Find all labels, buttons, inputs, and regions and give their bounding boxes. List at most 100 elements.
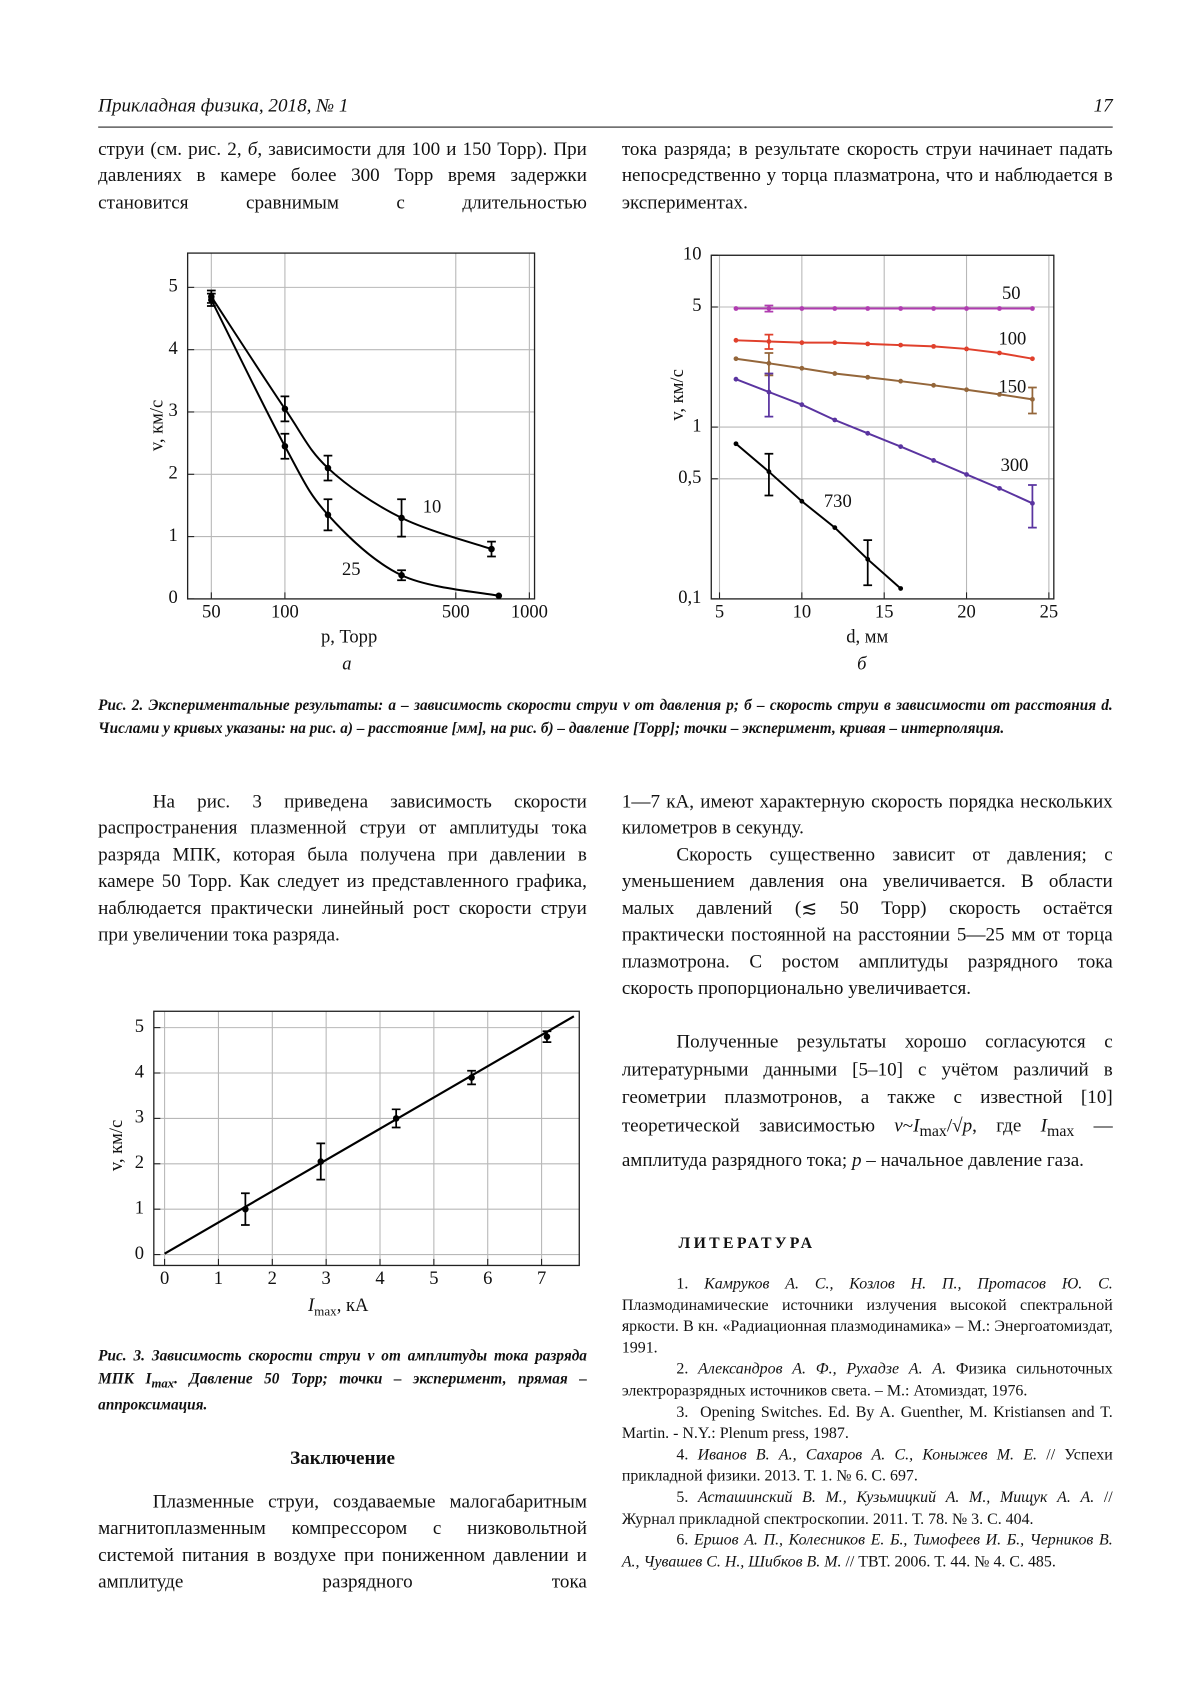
chart: 5101520250,10,51510v, км/сd, ммб50100150… — [667, 244, 1058, 675]
x-axis-label: Imax, кА — [307, 1295, 369, 1318]
y-tick-label: 3 — [169, 400, 178, 421]
error-bar — [1028, 485, 1037, 528]
data-point — [964, 472, 969, 477]
curve-label: 150 — [998, 377, 1026, 398]
x-axis-label: d, мм — [846, 626, 888, 647]
x-tick-label: 20 — [957, 601, 976, 622]
y-tick-label: 3 — [135, 1107, 144, 1128]
error-bar — [765, 374, 774, 417]
data-point — [898, 343, 903, 348]
data-point — [865, 431, 870, 436]
data-point — [865, 341, 870, 346]
y-tick-label: 4 — [169, 338, 178, 359]
panel-label: а — [342, 654, 351, 675]
data-point — [931, 458, 936, 463]
y-tick-label: 2 — [135, 1152, 144, 1173]
data-point — [997, 486, 1002, 491]
data-point — [832, 306, 837, 311]
data-point — [865, 306, 870, 311]
x-tick-label: 100 — [271, 601, 299, 622]
x-tick-label: 1 — [214, 1268, 223, 1289]
data-point — [964, 387, 969, 392]
y-axis-label: v, км/с — [667, 369, 688, 420]
data-point — [898, 444, 903, 449]
data-point — [734, 441, 739, 446]
curve-label: 300 — [1001, 455, 1029, 476]
y-axis-label: v, км/с — [146, 400, 167, 451]
y-tick-label: 5 — [169, 276, 178, 297]
x-axis-label-part: max — [314, 1303, 337, 1318]
data-point — [997, 306, 1002, 311]
x-tick-label: 10 — [793, 601, 812, 622]
x-tick-label: 5 — [715, 601, 724, 622]
curve-label: 25 — [342, 559, 361, 580]
data-point — [832, 371, 837, 376]
data-point — [799, 340, 804, 345]
x-tick-label: 0 — [160, 1268, 169, 1289]
y-tick-label: 1 — [135, 1197, 144, 1218]
data-point — [1030, 306, 1035, 311]
data-point — [734, 338, 739, 343]
y-tick-label: 0,1 — [678, 587, 701, 608]
x-tick-label: 4 — [375, 1268, 384, 1289]
data-point — [898, 306, 903, 311]
x-tick-label: 15 — [875, 601, 894, 622]
chart: 0 1 2 3 4 5 6 7 0 1 2 3 4 5 v, км/с Imax, кА — [106, 1011, 579, 1318]
curve — [211, 297, 491, 549]
x-tick-label: 6 — [483, 1268, 492, 1289]
x-axis-label-part: , кА — [337, 1295, 369, 1316]
x-tick-label: 5 — [429, 1268, 438, 1289]
data-point — [931, 344, 936, 349]
y-tick-label: 0 — [169, 587, 178, 608]
y-tick-label: 1 — [692, 415, 701, 436]
data-point — [931, 383, 936, 388]
data-point — [832, 525, 837, 530]
y-tick-label: 4 — [135, 1061, 144, 1082]
y-tick-label: 1 — [169, 525, 178, 546]
y-tick-label: 2 — [169, 463, 178, 484]
data-point — [964, 347, 969, 352]
data-point — [898, 379, 903, 384]
curve-label: 10 — [423, 497, 442, 518]
data-point — [734, 306, 739, 311]
y-tick-label: 5 — [135, 1016, 144, 1037]
curve-label: 100 — [998, 329, 1026, 350]
data-point — [832, 418, 837, 423]
y-axis-label: v, км/с — [106, 1120, 127, 1171]
data-point — [832, 340, 837, 345]
data-point — [799, 366, 804, 371]
data-point — [734, 356, 739, 361]
y-tick-label: 0 — [135, 1243, 144, 1264]
curve-label: 730 — [824, 491, 852, 512]
chart: 50 100 500 1000 0 1 2 3 4 5 v, км/с p, Торр а 10 25 — [146, 253, 547, 675]
x-tick-label: 1000 — [511, 601, 548, 622]
x-tick-label: 500 — [442, 601, 470, 622]
data-point — [799, 499, 804, 504]
data-point — [799, 306, 804, 311]
data-point — [734, 377, 739, 382]
error-bar — [1028, 387, 1037, 413]
data-point — [496, 593, 503, 600]
y-tick-label: 10 — [683, 244, 702, 265]
y-tick-label: 0,5 — [678, 467, 701, 488]
data-point — [964, 306, 969, 311]
curve — [736, 444, 901, 589]
x-tick-label: 3 — [322, 1268, 331, 1289]
fit-line — [165, 1016, 574, 1253]
y-tick-label: 5 — [692, 295, 701, 316]
data-point — [865, 375, 870, 380]
curve-label: 50 — [1002, 283, 1021, 304]
data-point — [898, 586, 903, 591]
x-tick-label: 50 — [202, 601, 221, 622]
data-point — [1030, 356, 1035, 361]
x-tick-label: 7 — [537, 1268, 546, 1289]
x-tick-label: 25 — [1040, 601, 1059, 622]
x-axis-label: p, Торр — [321, 626, 377, 647]
data-point — [931, 306, 936, 311]
data-point — [799, 402, 804, 407]
data-point — [997, 351, 1002, 356]
panel-label: б — [857, 654, 867, 675]
x-tick-label: 2 — [268, 1268, 277, 1289]
